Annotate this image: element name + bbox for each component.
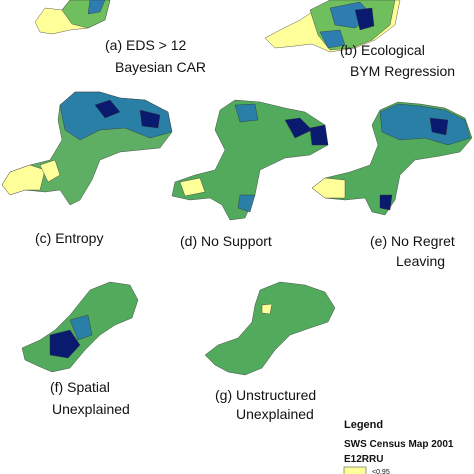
map-a bbox=[34, 0, 111, 35]
panel-caption: (b) Ecological bbox=[340, 42, 425, 58]
legend: Legend SWS Census Map 2001 E12RRU <0.95 bbox=[343, 419, 454, 474]
legend-map: SWS Census Map 2001 bbox=[344, 439, 454, 450]
map-f bbox=[21, 281, 139, 373]
panel-caption: Leaving bbox=[396, 253, 445, 269]
map-d bbox=[171, 99, 329, 221]
panel-caption: BYM Regression bbox=[350, 63, 455, 79]
panel-caption: (g) Unstructured bbox=[215, 387, 316, 403]
map-b bbox=[264, 0, 401, 53]
panel-caption: Unexplained bbox=[236, 406, 314, 422]
panel-caption: (c) Entropy bbox=[35, 230, 103, 246]
panel-caption: (a) EDS > 12 bbox=[105, 37, 187, 53]
panel-caption: (e) No Regret bbox=[370, 233, 455, 249]
legend-swatch bbox=[343, 466, 367, 474]
panel-caption: Bayesian CAR bbox=[115, 59, 206, 75]
map-e bbox=[311, 101, 473, 216]
map-g bbox=[204, 281, 336, 376]
legend-variable: E12RRU bbox=[344, 454, 383, 465]
legend-title: Legend bbox=[344, 419, 383, 431]
map-c bbox=[1, 91, 173, 206]
panel-caption: Unexplained bbox=[52, 401, 130, 417]
captions: (a) EDS > 12 Bayesian CAR (b) Ecological BY… bbox=[35, 37, 455, 422]
panel-caption: (f) Spatial bbox=[50, 379, 110, 395]
legend-class: <0.95 bbox=[372, 469, 390, 474]
panel-caption: (d) No Support bbox=[180, 233, 272, 249]
